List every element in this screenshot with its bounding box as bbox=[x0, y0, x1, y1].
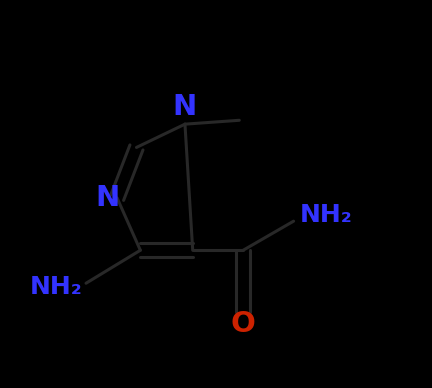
Text: NH₂: NH₂ bbox=[29, 275, 82, 299]
Text: N: N bbox=[95, 184, 120, 212]
Text: NH₂: NH₂ bbox=[299, 203, 352, 227]
Text: O: O bbox=[231, 310, 256, 338]
Text: N: N bbox=[173, 93, 197, 121]
